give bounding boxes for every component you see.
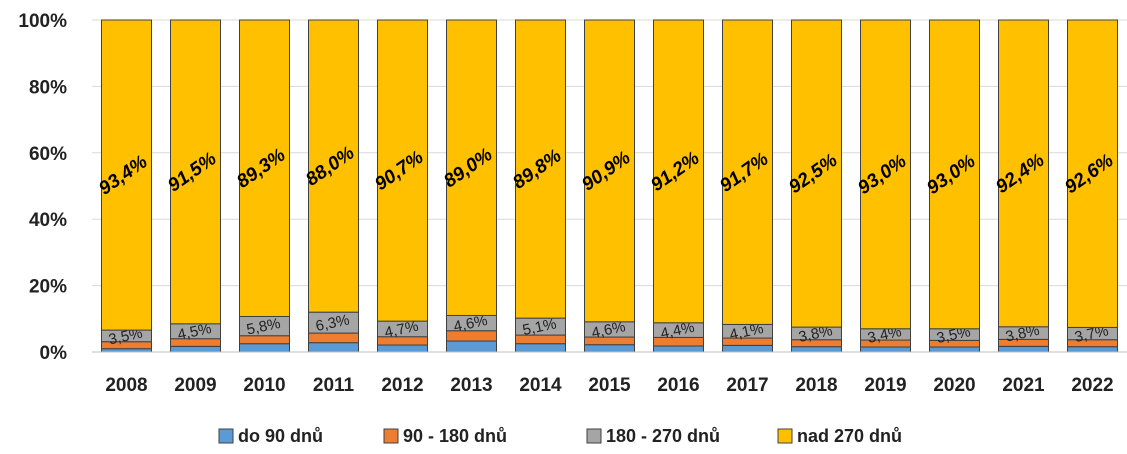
legend-swatch — [218, 428, 234, 444]
x-tick-label: 2010 — [243, 375, 285, 396]
data-label: 4,5% — [176, 320, 213, 344]
bar-segment — [722, 344, 773, 353]
data-label: 3,8% — [1004, 322, 1041, 346]
bar-segment — [860, 19, 911, 330]
x-tick-label: 2016 — [657, 375, 699, 396]
x-tick-label: 2020 — [933, 375, 975, 396]
bar-segment — [308, 342, 359, 353]
y-tick-label: 20% — [29, 277, 67, 298]
y-tick-label: 40% — [29, 210, 67, 231]
bar-segment — [791, 346, 842, 353]
data-label: 3,7% — [1073, 322, 1110, 346]
bar-segment — [515, 19, 566, 319]
x-tick-label: 2018 — [795, 375, 837, 396]
bar-segment — [515, 343, 566, 353]
bar-segment — [308, 332, 359, 344]
bar-segment — [653, 345, 704, 353]
legend-label: do 90 dnů — [238, 426, 323, 446]
legend-label: 90 - 180 dnů — [403, 426, 507, 446]
x-tick-label: 2014 — [519, 375, 562, 396]
x-tick-label: 2009 — [174, 375, 216, 396]
y-tick-label: 80% — [29, 77, 67, 98]
bar-segment — [998, 19, 1049, 328]
x-tick-label: 2008 — [105, 375, 147, 396]
x-tick-label: 2022 — [1071, 375, 1113, 396]
bar-segment — [929, 346, 980, 353]
y-tick-label: 0% — [40, 343, 68, 364]
data-label: 4,6% — [590, 318, 627, 342]
legend-swatch — [383, 428, 399, 444]
x-tick-label: 2013 — [450, 375, 492, 396]
y-tick-label: 60% — [29, 144, 67, 165]
bar-segment — [239, 343, 290, 353]
bar-segment — [101, 19, 152, 331]
legend-label: 180 - 270 dnů — [606, 426, 720, 446]
bar-segment — [584, 19, 635, 323]
bar-segment — [1067, 19, 1118, 328]
bar-segment — [998, 345, 1049, 353]
bar-segment — [446, 19, 497, 316]
x-tick-label: 2017 — [726, 375, 768, 396]
bar-segment — [791, 19, 842, 328]
x-tick-label: 2021 — [1002, 375, 1045, 396]
x-tick-label: 2012 — [381, 375, 423, 396]
data-label: 5,8% — [245, 315, 282, 339]
x-tick-label: 2015 — [588, 375, 631, 396]
data-label: 4,4% — [659, 319, 696, 343]
x-tick-label: 2011 — [313, 375, 355, 396]
bar-segment — [584, 344, 635, 353]
data-label: 4,6% — [452, 312, 489, 336]
x-tick-label: 2019 — [864, 375, 906, 396]
bar-segment — [170, 345, 221, 353]
bar-segment — [170, 19, 221, 325]
legend-swatch — [777, 428, 793, 444]
bar-segment — [722, 19, 773, 325]
bar-segment — [860, 346, 911, 353]
data-label: 3,8% — [797, 322, 834, 346]
data-label: 4,7% — [383, 318, 420, 342]
bar-segment — [1067, 346, 1118, 353]
data-label: 5,1% — [521, 315, 558, 339]
y-tick-label: 100% — [18, 11, 67, 32]
bar-segment — [446, 340, 497, 353]
data-label: 4,1% — [728, 320, 765, 344]
bar-segment — [308, 19, 359, 313]
bar-segment — [377, 344, 428, 353]
bar-segment — [653, 19, 704, 324]
bar-segment — [377, 19, 428, 322]
bar-segment — [239, 335, 290, 345]
data-label: 6,3% — [314, 311, 351, 335]
bar-segment — [239, 19, 290, 317]
bar-segment — [929, 19, 980, 330]
legend-label: nad 270 dnů — [797, 426, 902, 446]
legend-swatch — [586, 428, 602, 444]
bar-segment — [515, 334, 566, 345]
